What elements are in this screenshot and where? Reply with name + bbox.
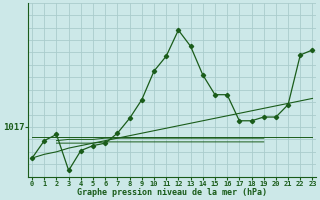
X-axis label: Graphe pression niveau de la mer (hPa): Graphe pression niveau de la mer (hPa) <box>77 188 267 197</box>
